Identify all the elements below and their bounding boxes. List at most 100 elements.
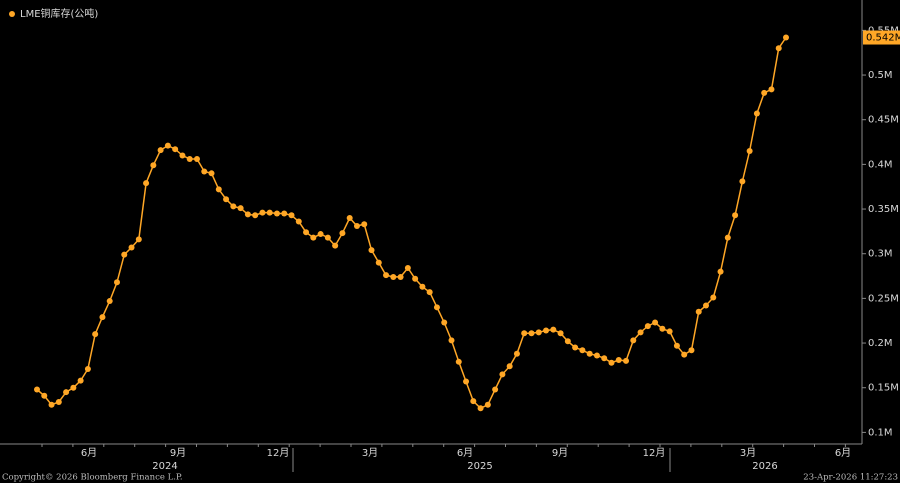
point (775, 45, 782, 52)
point (172, 146, 179, 153)
point (164, 142, 171, 149)
point (48, 401, 55, 408)
point (332, 242, 339, 249)
y-tick-label: 0.45M (868, 115, 899, 126)
point (412, 275, 419, 282)
point (681, 351, 688, 358)
copyright: Copyright© 2026 Bloomberg Finance L.P. (2, 473, 183, 483)
point (121, 251, 128, 258)
point (623, 357, 630, 364)
point (528, 330, 535, 337)
point (237, 205, 244, 212)
point (179, 152, 186, 159)
point (390, 273, 397, 280)
point (353, 223, 360, 230)
point (346, 214, 353, 221)
x-tick-label: 6月 (81, 447, 97, 459)
point (717, 268, 724, 275)
point (732, 212, 739, 219)
legend-dot (9, 11, 15, 17)
point (673, 342, 680, 349)
y-tick-label: 0.5M (868, 70, 893, 81)
x-tick-label: 6月 (835, 447, 851, 459)
point (150, 162, 157, 169)
point (63, 389, 70, 396)
point (77, 377, 84, 384)
x-tick-label: 12月 (643, 447, 666, 459)
point (572, 344, 579, 351)
point (768, 86, 775, 93)
point (448, 337, 455, 344)
last-value-box (863, 30, 900, 45)
year-label: 2026 (752, 461, 777, 472)
point (193, 156, 200, 163)
point (404, 265, 411, 272)
legend-label: LME铜库存(公吨) (20, 7, 98, 20)
point (550, 326, 557, 333)
point (84, 365, 91, 372)
point (499, 371, 506, 378)
point (695, 308, 702, 315)
year-label: 2025 (467, 461, 492, 472)
point (106, 298, 113, 305)
point (506, 363, 513, 370)
point (135, 236, 142, 243)
point (215, 186, 222, 193)
y-tick-label: 0.35M (868, 204, 899, 215)
point (70, 384, 77, 391)
y-tick-label: 0.4M (868, 159, 893, 170)
point (375, 259, 382, 266)
point (710, 294, 717, 301)
y-tick-label: 0.25M (868, 293, 899, 304)
point (484, 401, 491, 408)
point (303, 229, 310, 236)
point (652, 319, 659, 326)
point (266, 209, 273, 216)
point (273, 210, 280, 217)
point (761, 89, 768, 96)
point (223, 196, 230, 203)
point (608, 359, 615, 366)
point (630, 337, 637, 344)
point (470, 398, 477, 405)
y-tick-label: 0.1M (868, 427, 893, 438)
line-series (36, 37, 787, 410)
point (513, 350, 520, 357)
point (383, 272, 390, 279)
point (557, 330, 564, 337)
point (143, 180, 150, 187)
point (99, 314, 106, 321)
point (593, 352, 600, 359)
point (361, 221, 368, 228)
point (113, 279, 120, 286)
point (564, 338, 571, 345)
point (230, 203, 237, 210)
point (252, 212, 259, 219)
x-tick-label: 9月 (170, 447, 186, 459)
point (186, 156, 193, 163)
year-label: 2024 (152, 461, 177, 472)
point (419, 283, 426, 290)
point (433, 304, 440, 311)
point (259, 209, 266, 216)
point (586, 350, 593, 357)
x-tick-label: 6月 (457, 447, 473, 459)
point (637, 329, 644, 336)
y-tick-label: 0.15M (868, 383, 899, 394)
timestamp: 23-Apr-2026 11:27:23 (803, 473, 898, 483)
point (688, 347, 695, 354)
point (201, 168, 208, 175)
point (310, 234, 317, 241)
point (543, 327, 550, 334)
point (368, 247, 375, 254)
point (128, 244, 135, 251)
point (666, 328, 673, 335)
point (753, 110, 760, 117)
x-tick-label: 3月 (740, 447, 756, 459)
point (157, 147, 164, 154)
point (724, 234, 731, 241)
point (492, 386, 499, 393)
point (783, 34, 789, 41)
y-tick-label: 0.2M (868, 338, 893, 349)
